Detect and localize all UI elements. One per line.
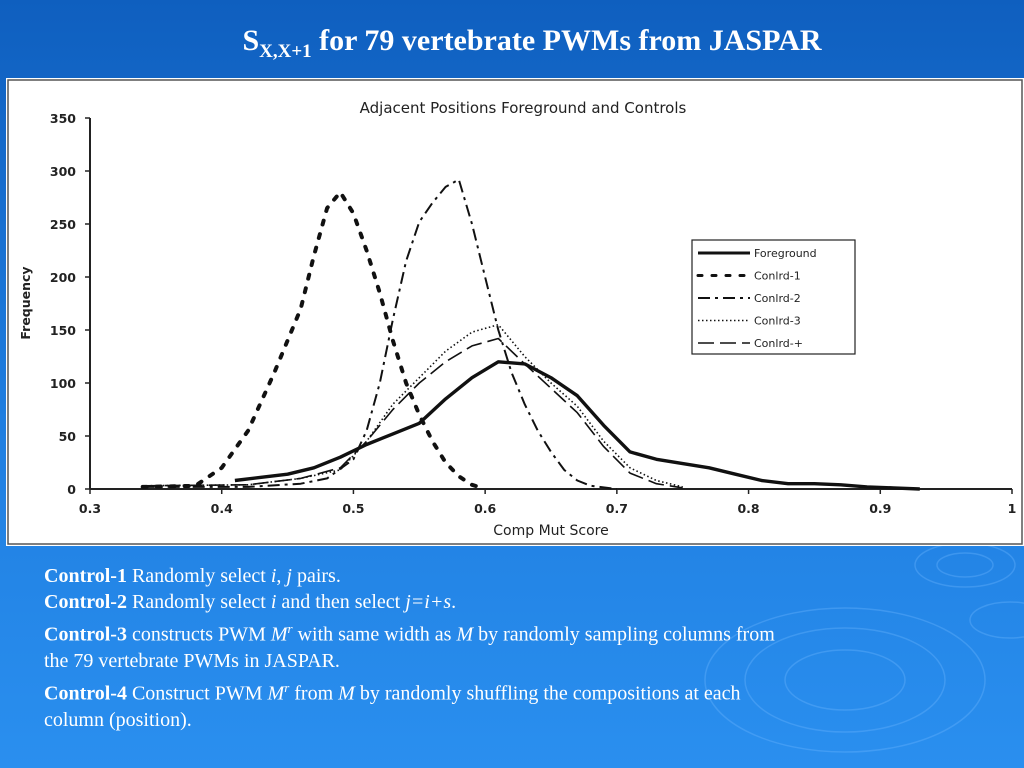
title-main: S (242, 24, 260, 57)
series-line-control-3 (142, 323, 683, 488)
x-axis-label: Comp Mut Score (493, 523, 608, 539)
chart-frame (7, 79, 1023, 545)
control-4-line: Control-4 Construct PWM Mr from M by ran… (44, 674, 1004, 707)
x-tick-label: 0.7 (606, 501, 628, 516)
control-3-sup-r: r (287, 621, 293, 637)
series-line-foreground (234, 360, 920, 491)
control-4-text: Construct PWM (126, 683, 268, 706)
legend-label: Conlrd-2 (754, 292, 801, 305)
legend: Foreground Conlrd-1 Conlrd-2 Conlrd-3 Conlrd… (691, 239, 856, 355)
legend-label: Conlrd-1 (754, 270, 801, 283)
control-1-var-j: j (286, 565, 292, 587)
y-tick-label: 350 (50, 111, 76, 126)
x-tick-label: 0.4 (211, 501, 233, 516)
y-tick-label: 100 (50, 376, 76, 391)
control-1-text-3: pairs. (291, 565, 341, 587)
legend-label: Foreground (754, 247, 817, 260)
title-subscript: X,X+1 (259, 41, 312, 62)
control-2-var-j: j=i+s (405, 591, 452, 614)
control-4-var-m: M (267, 683, 285, 706)
control-1-text: Randomly select (126, 565, 271, 587)
control-3-line-2: the 79 vertebrate PWMs in JASPAR. (44, 650, 340, 673)
legend-label: Conlrd-3 (754, 315, 801, 328)
control-2-text-2: and then select (276, 591, 406, 614)
control-3-label: Control-3 (44, 624, 127, 647)
control-descriptions: Control-1 Randomly select i, j pairs. Co… (44, 563, 1004, 734)
series-line-control-4 (142, 337, 683, 489)
y-axis-label: Frequency (18, 266, 33, 339)
legend-label: Conlrd-+ (754, 337, 803, 350)
control-3-text-2: with same width as (292, 624, 457, 647)
control-4-text-3: by randomly shuffling the compositions a… (354, 683, 741, 706)
x-tick-label: 0.5 (342, 501, 364, 516)
x-tick-label: 0.9 (869, 501, 891, 516)
control-4-line-2: column (position). (44, 709, 192, 732)
y-tick-label: 0 (67, 482, 76, 497)
control-3-text-3: by randomly sampling columns from (473, 624, 775, 647)
control-4-text-2: from (289, 683, 339, 706)
control-3-var-m: M (270, 624, 288, 647)
control-2-var-i: i (270, 591, 277, 614)
control-3-var-m2: M (456, 624, 474, 647)
control-4-var-m2: M (338, 683, 355, 706)
legend-box (691, 239, 856, 355)
x-tick-label: 0.6 (474, 501, 496, 516)
chart-panel: Adjacent Positions Foreground and Contro… (6, 78, 1024, 546)
control-1-line: Control-1 Randomly select i, j pairs. (44, 563, 1004, 589)
x-tick-label: 1 (1008, 501, 1017, 516)
control-2-label: Control-2 (44, 591, 127, 614)
control-4-sup-r: r (284, 680, 290, 696)
x-tick-label: 0.8 (737, 501, 759, 516)
y-tick-label: 200 (50, 270, 76, 285)
control-1-label: Control-1 (44, 565, 127, 587)
control-1-var-i: i (270, 565, 277, 587)
control-2-line: Control-2 Randomly select i and then sel… (44, 589, 1004, 615)
control-4-label: Control-4 (44, 683, 127, 706)
control-1-text-2: , (276, 565, 287, 587)
y-tick-label: 300 (50, 164, 76, 179)
x-tick-label: 0.3 (79, 501, 101, 516)
control-2-text: Randomly select (126, 591, 271, 614)
title-rest: for 79 vertebrate PWMs from JASPAR (311, 24, 822, 57)
series-line-control-2 (142, 178, 618, 490)
series-line-control-1 (140, 190, 488, 491)
control-3-text: constructs PWM (126, 624, 271, 647)
control-2-text-3: . (451, 591, 457, 614)
slide-title: SX,X+1 for 79 vertebrate PWMs from JASPA… (0, 24, 1024, 63)
y-tick-label: 50 (59, 429, 77, 444)
frequency-chart: Adjacent Positions Foreground and Contro… (7, 79, 1023, 545)
control-3-line: Control-3 constructs PWM Mr with same wi… (44, 615, 1004, 648)
y-tick-label: 150 (50, 323, 76, 338)
chart-title: Adjacent Positions Foreground and Contro… (360, 99, 687, 117)
y-tick-label: 250 (50, 217, 76, 232)
